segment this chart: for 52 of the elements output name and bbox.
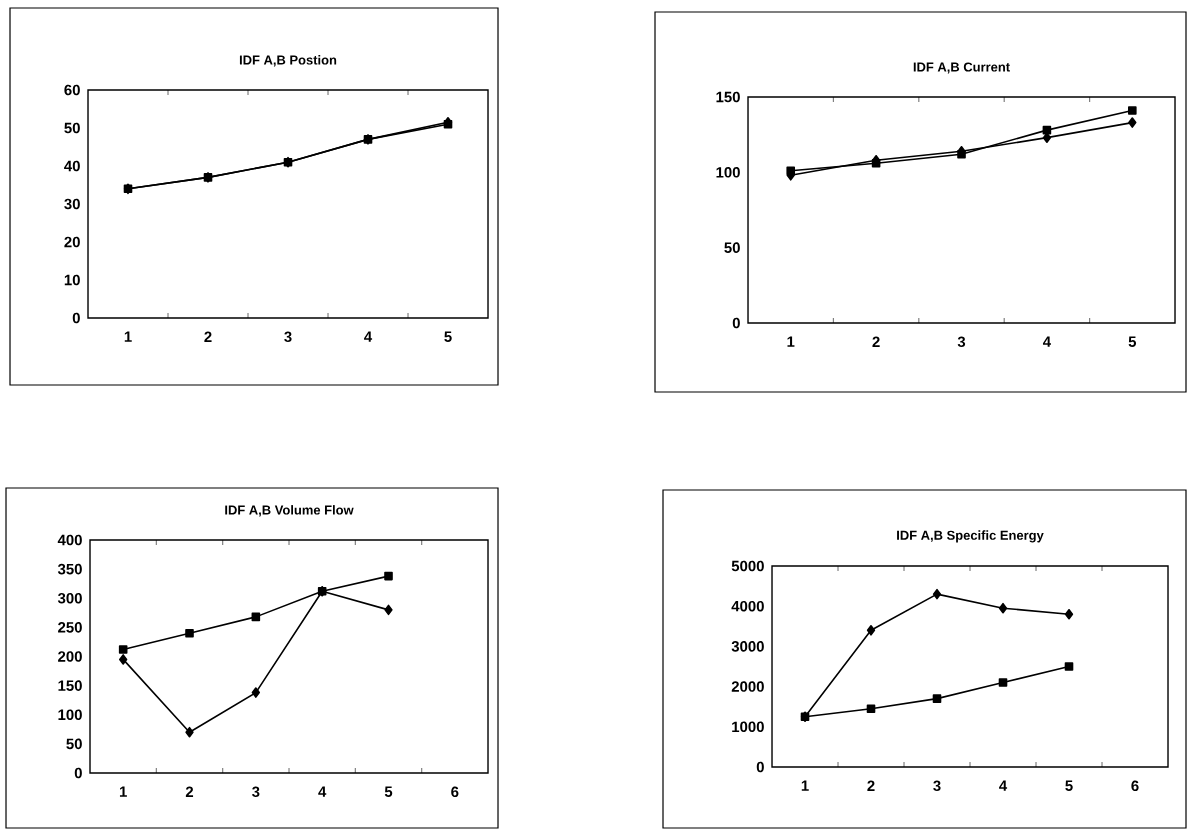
x-tick-label: 5: [444, 331, 452, 342]
y-tick-label: 50: [64, 122, 80, 134]
y-tick-label: 50: [66, 738, 82, 750]
x-tick-label: 3: [284, 331, 292, 343]
chart-title: IDF A,B Volume Flow: [225, 505, 354, 517]
x-tick-label: 4: [1042, 336, 1051, 347]
y-tick-label: 400: [57, 534, 82, 546]
x-tick-label: 1: [124, 331, 132, 342]
y-tick-label: 2000: [731, 681, 764, 692]
y-tick-label: 20: [64, 236, 80, 248]
y-tick-label: 0: [72, 312, 80, 324]
y-tick-label: 10: [64, 274, 80, 286]
y-tick-label: 150: [716, 91, 740, 103]
x-tick-label: 3: [252, 786, 260, 798]
y-tick-label: 150: [58, 680, 82, 691]
x-tick-label: 1: [787, 336, 795, 347]
y-tick-label: 60: [64, 84, 80, 96]
y-tick-label: 3000: [731, 641, 764, 652]
x-tick-label: 3: [957, 336, 966, 348]
y-tick-label: 100: [716, 167, 740, 178]
y-tick-label: 1000: [732, 721, 764, 733]
y-tick-label: 0: [756, 761, 764, 773]
x-tick-label: 2: [872, 336, 880, 347]
chart-title: IDF A,B Specific Energy: [897, 530, 1044, 543]
y-tick-label: 40: [64, 160, 80, 172]
y-tick-label: 250: [58, 622, 82, 633]
x-tick-label: 6: [1131, 780, 1139, 792]
y-tick-label: 300: [57, 592, 82, 604]
x-tick-label: 2: [204, 331, 212, 342]
x-tick-label: 5: [1128, 336, 1137, 347]
y-tick-label: 200: [58, 651, 82, 662]
x-tick-label: 3: [933, 780, 941, 792]
y-tick-label: 4000: [731, 600, 764, 612]
x-tick-label: 4: [999, 780, 1008, 791]
x-tick-label: 1: [119, 786, 127, 797]
x-tick-label: 5: [384, 786, 393, 797]
y-tick-label: 30: [64, 198, 80, 210]
x-tick-label: 4: [318, 786, 327, 797]
x-tick-label: 1: [801, 780, 809, 791]
chart-title: IDF A,B Postion: [239, 55, 337, 67]
x-tick-label: 2: [185, 786, 194, 797]
y-tick-label: 0: [732, 317, 740, 329]
y-tick-label: 350: [57, 563, 82, 575]
y-tick-label: 100: [58, 709, 82, 721]
chart-title: IDF A,B Current: [913, 62, 1010, 74]
y-tick-label: 50: [724, 242, 740, 253]
y-tick-label: 0: [74, 767, 82, 779]
x-tick-label: 4: [364, 331, 373, 342]
x-tick-label: 5: [1065, 780, 1073, 791]
y-tick-label: 5000: [731, 560, 764, 572]
x-tick-label: 2: [867, 780, 875, 791]
x-tick-label: 6: [451, 786, 459, 798]
